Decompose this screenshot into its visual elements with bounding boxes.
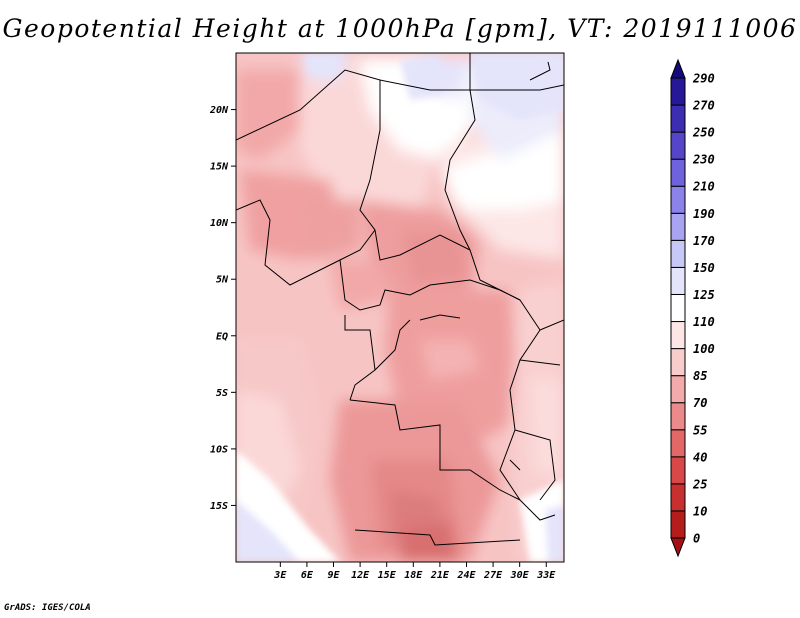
colorbar-label: 0: [693, 532, 700, 546]
colorbar-box: [670, 185, 686, 214]
colorbar-box: [670, 510, 686, 539]
lat-tick-label: 10N: [210, 218, 229, 229]
colorbar-label: 125: [693, 288, 715, 302]
lon-tick-label: 9E: [327, 570, 340, 581]
colorbar-box: [670, 158, 686, 187]
colorbar-label: 290: [692, 72, 715, 86]
colorbar-box: [670, 483, 686, 512]
colorbar-label: 100: [693, 342, 715, 356]
colorbar-bottom-triangle: [670, 537, 686, 558]
geopotential-height-field: [236, 53, 564, 562]
latitude-axis: 20N 15N 10N 5N EQ 5S 10S 15S: [209, 105, 236, 512]
colorbar-box: [670, 375, 686, 404]
map-frame: [235, 52, 565, 563]
colorbar-box: [670, 131, 686, 160]
colorbar-label: 40: [693, 450, 707, 464]
lat-tick-label: EQ: [216, 331, 228, 342]
colorbar-label: 25: [692, 477, 707, 491]
lon-tick-label: 24E: [456, 570, 476, 581]
lon-tick-label: 6E: [301, 570, 314, 581]
colorbar-label: 55: [693, 423, 707, 437]
lon-tick-label: 15E: [378, 570, 397, 581]
colorbar-label: 210: [692, 180, 715, 194]
lat-tick-label: 5N: [216, 275, 229, 286]
lon-tick-label: 3E: [273, 570, 287, 581]
colorbar-box: [670, 348, 686, 377]
colorbar-label: 150: [693, 261, 715, 275]
colorbar-box: [670, 77, 686, 106]
country-borders: [236, 53, 564, 546]
lon-tick-label: 30E: [510, 570, 530, 581]
lat-tick-label: 15S: [210, 501, 228, 512]
longitude-axis: 3E 6E 9E 12E 15E 18E 21E 24E 27E 30E 33E: [273, 562, 556, 581]
grads-credit: GrADS: IGES/COLA: [4, 603, 91, 613]
colorbar-top-triangle: [670, 58, 686, 79]
colorbar-box: [670, 266, 686, 295]
colorbar: 0 10 25 40 55 70 85 100 110 125 150 170 190 210 230 250…: [670, 58, 715, 558]
colorbar-box: [670, 456, 686, 485]
colorbar-box: [670, 321, 686, 350]
colorbar-label: 230: [692, 153, 715, 167]
colorbar-label: 170: [693, 234, 715, 248]
colorbar-box: [670, 429, 686, 458]
lat-tick-label: 20N: [209, 105, 229, 116]
colorbar-box: [670, 212, 686, 241]
colorbar-box: [670, 293, 686, 323]
colorbar-label: 110: [693, 315, 715, 329]
lon-tick-label: 27E: [483, 570, 503, 581]
colorbar-box: [670, 402, 686, 431]
colorbar-box: [670, 239, 686, 268]
colorbar-label: 190: [693, 207, 715, 221]
lon-tick-label: 12E: [351, 570, 370, 581]
lat-tick-label: 10S: [210, 444, 228, 455]
colorbar-label: 85: [693, 369, 707, 383]
lat-tick-label: 5S: [216, 388, 228, 399]
colorbar-box: [670, 104, 686, 133]
lon-tick-label: 18E: [404, 570, 423, 581]
colorbar-label: 70: [693, 396, 707, 410]
colorbar-label: 270: [692, 99, 715, 113]
lon-tick-label: 33E: [536, 570, 556, 581]
lat-tick-label: 15N: [210, 162, 229, 173]
lon-tick-label: 21E: [430, 570, 450, 581]
colorbar-label: 10: [693, 504, 707, 518]
colorbar-label: 250: [692, 126, 715, 140]
map-title: Geopotential Height at 1000hPa [gpm], VT…: [2, 14, 798, 43]
